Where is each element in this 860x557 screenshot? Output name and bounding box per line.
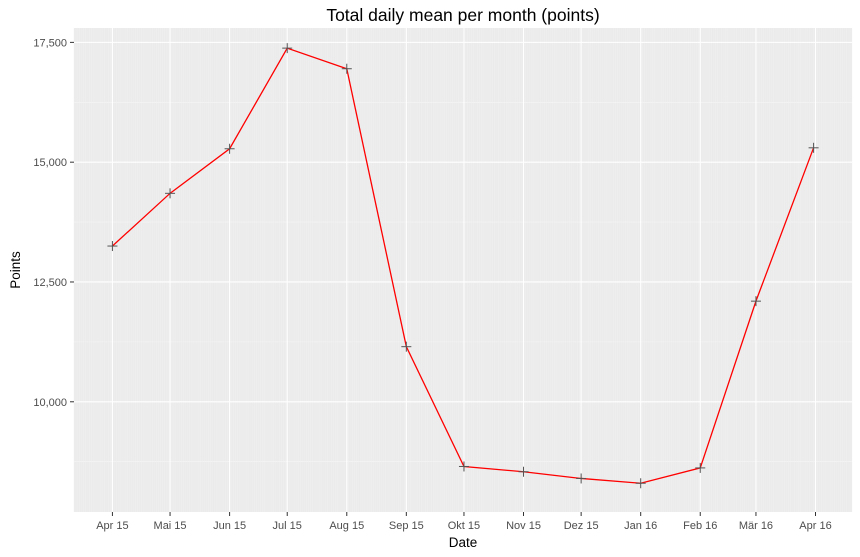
data-point	[518, 466, 529, 477]
data-point	[576, 473, 587, 484]
y-tick-label: 10,000	[33, 397, 67, 409]
series-layer	[107, 43, 819, 489]
x-tick-label: Sep 15	[389, 520, 424, 532]
x-tick-label: Jul 15	[273, 520, 302, 532]
x-tick-label: Apr 16	[799, 520, 831, 532]
y-tick-label: 12,500	[33, 277, 67, 289]
data-point	[750, 296, 761, 307]
data-point	[695, 462, 706, 473]
data-point	[282, 43, 293, 54]
y-axis-title: Points	[8, 251, 23, 289]
x-tick-label: Okt 15	[448, 520, 480, 532]
data-point	[635, 478, 646, 489]
x-tick-label: Mai 15	[154, 520, 187, 532]
data-point	[341, 63, 352, 74]
x-tick-label: Dez 15	[564, 520, 599, 532]
plot-panel	[74, 28, 852, 512]
axes: 10,000 12,500 15,000 17,500 Apr 15 Mai 15 Jun …	[33, 37, 831, 532]
grid-lines	[73, 28, 853, 512]
x-tick-label: Aug 15	[329, 520, 364, 532]
chart-title: Total daily mean per month (points)	[326, 5, 599, 25]
x-axis-title: Date	[449, 535, 478, 550]
x-tick-label: Nov 15	[506, 520, 541, 532]
x-tick-label: Jan 16	[624, 520, 657, 532]
y-tick-label: 15,000	[33, 157, 67, 169]
x-tick-label: Jun 15	[213, 520, 246, 532]
data-point	[401, 341, 412, 352]
data-point	[224, 143, 235, 154]
data-point	[107, 241, 118, 252]
x-tick-label: Apr 15	[96, 520, 128, 532]
data-point	[165, 188, 176, 199]
x-tick-label: Feb 16	[683, 520, 717, 532]
data-point	[458, 461, 469, 472]
y-tick-label: 17,500	[33, 37, 67, 49]
data-point	[808, 142, 819, 153]
x-tick-label: Mär 16	[739, 520, 773, 532]
